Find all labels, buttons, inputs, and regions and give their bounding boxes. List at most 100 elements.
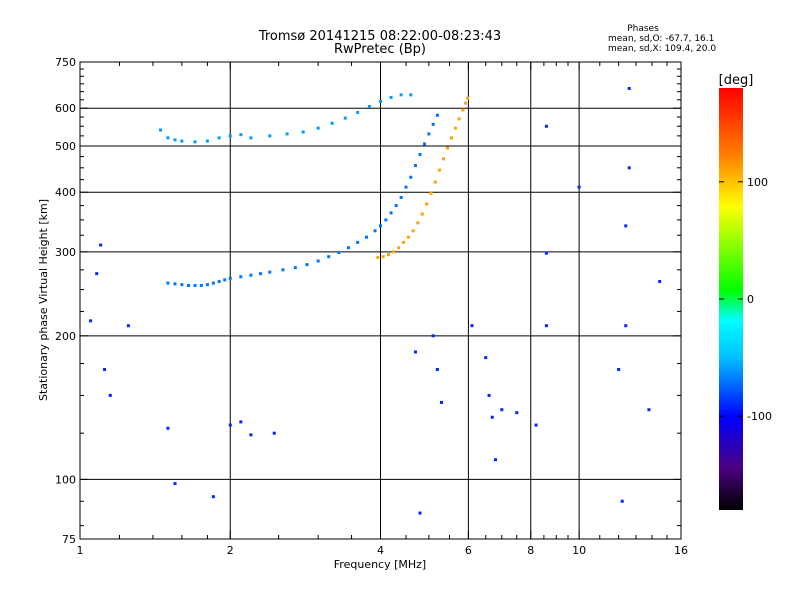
data-point bbox=[249, 136, 253, 140]
data-point bbox=[484, 356, 488, 360]
data-point bbox=[327, 255, 331, 259]
data-point bbox=[620, 499, 624, 503]
data-point bbox=[425, 202, 429, 206]
data-point bbox=[624, 324, 628, 328]
chart-subtitle: RwPretec (Bp) bbox=[334, 42, 426, 57]
x-tick-label: 2 bbox=[227, 544, 234, 557]
data-point bbox=[180, 139, 184, 143]
data-point bbox=[515, 411, 519, 415]
data-point bbox=[268, 134, 272, 138]
y-tick-label: 200 bbox=[55, 330, 76, 343]
colorbar-tick-label: 0 bbox=[747, 293, 754, 306]
data-point bbox=[217, 136, 221, 140]
data-point bbox=[500, 408, 504, 412]
data-point bbox=[399, 195, 403, 199]
data-point bbox=[173, 282, 177, 286]
data-point bbox=[272, 431, 276, 435]
data-point bbox=[166, 136, 170, 140]
data-point bbox=[95, 272, 99, 276]
data-point bbox=[337, 251, 341, 255]
data-point bbox=[399, 93, 403, 97]
data-point bbox=[187, 283, 191, 287]
data-point bbox=[356, 240, 360, 244]
data-point bbox=[89, 319, 93, 323]
data-point bbox=[384, 218, 388, 222]
y-tick-label: 600 bbox=[55, 102, 76, 115]
data-point bbox=[199, 283, 203, 287]
data-point bbox=[379, 99, 382, 103]
data-point bbox=[367, 105, 371, 109]
data-point bbox=[461, 108, 465, 112]
data-point bbox=[494, 458, 498, 462]
y-tick-label: 100 bbox=[55, 473, 76, 486]
data-point bbox=[435, 113, 439, 117]
x-tick-label: 16 bbox=[674, 544, 688, 557]
x-axis-label: Frequency [MHz] bbox=[334, 558, 426, 571]
data-point bbox=[193, 283, 197, 287]
data-point bbox=[406, 235, 410, 239]
data-point bbox=[389, 95, 393, 99]
data-point bbox=[99, 243, 103, 247]
data-point bbox=[228, 423, 232, 427]
data-point bbox=[418, 511, 422, 515]
data-point bbox=[409, 175, 413, 179]
data-point bbox=[386, 253, 390, 257]
data-point bbox=[126, 324, 130, 328]
data-point bbox=[249, 273, 253, 277]
chart-title: Tromsø 20141215 08:22:00-08:23:43 bbox=[258, 29, 501, 44]
data-point bbox=[658, 279, 662, 283]
data-point bbox=[166, 281, 170, 285]
data-point bbox=[392, 250, 396, 254]
data-point bbox=[627, 166, 631, 170]
data-point bbox=[103, 367, 107, 371]
data-point bbox=[239, 275, 243, 279]
data-point bbox=[402, 240, 406, 244]
data-point bbox=[422, 142, 426, 146]
y-tick-label: 750 bbox=[55, 56, 76, 69]
data-point bbox=[617, 367, 621, 371]
data-point bbox=[397, 246, 401, 250]
data-point bbox=[379, 224, 382, 228]
data-point bbox=[381, 255, 385, 259]
data-point bbox=[404, 185, 408, 189]
data-point bbox=[281, 268, 285, 272]
data-point bbox=[373, 229, 377, 233]
data-point bbox=[420, 212, 424, 216]
data-point bbox=[627, 86, 631, 90]
x-tick-label: 10 bbox=[572, 544, 586, 557]
data-point bbox=[293, 266, 297, 270]
data-point bbox=[453, 126, 457, 130]
data-point bbox=[249, 433, 253, 437]
data-point bbox=[389, 211, 393, 215]
data-point bbox=[365, 235, 369, 239]
data-point bbox=[394, 204, 398, 208]
data-point bbox=[534, 423, 538, 427]
data-point bbox=[624, 224, 628, 228]
data-point bbox=[411, 229, 415, 233]
data-point bbox=[346, 246, 350, 250]
data-point bbox=[268, 270, 272, 274]
x-tick-label: 1 bbox=[77, 544, 84, 557]
data-point bbox=[211, 281, 215, 285]
data-point bbox=[413, 350, 417, 354]
data-point bbox=[440, 400, 444, 404]
data-point bbox=[356, 110, 360, 114]
data-point bbox=[544, 324, 548, 328]
data-point bbox=[487, 393, 491, 397]
data-point bbox=[437, 168, 441, 172]
data-point bbox=[457, 117, 461, 121]
data-points bbox=[89, 86, 662, 515]
data-point bbox=[159, 128, 163, 132]
data-point bbox=[466, 96, 470, 100]
data-point bbox=[431, 334, 435, 338]
data-point bbox=[463, 101, 467, 105]
data-point bbox=[435, 367, 439, 371]
colorbar-label: [deg] bbox=[719, 73, 754, 88]
x-tick-label: 8 bbox=[527, 544, 534, 557]
colorbar-tick-label: 100 bbox=[747, 176, 768, 189]
data-point bbox=[285, 132, 289, 136]
data-point bbox=[490, 415, 494, 419]
data-point bbox=[211, 495, 215, 499]
